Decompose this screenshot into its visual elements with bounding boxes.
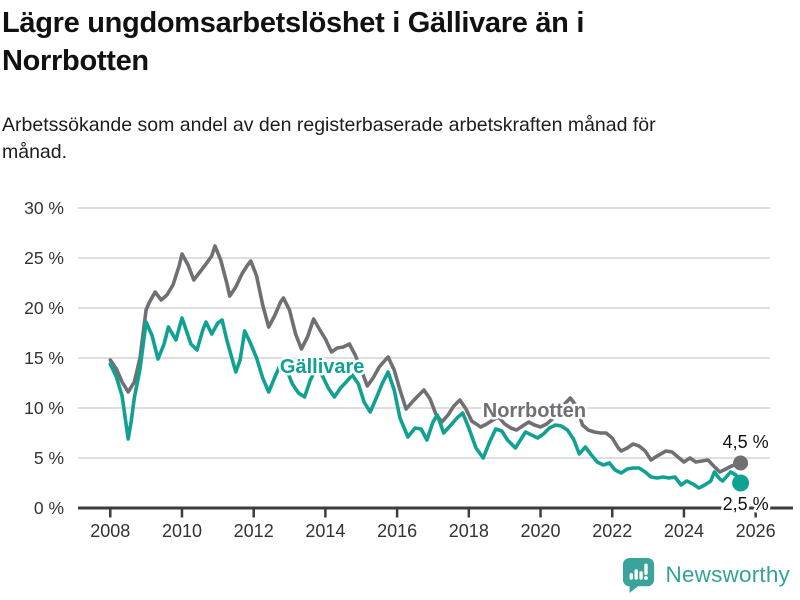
newsworthy-logo-icon	[623, 557, 655, 593]
series-label-norrbotten: Norrbotten	[483, 400, 586, 422]
x-tick-label-2018: 2018	[449, 521, 489, 541]
y-tick-label-30: 30 %	[24, 198, 64, 218]
y-tick-label-20: 20 %	[24, 298, 64, 318]
x-tick-label-2012: 2012	[234, 521, 274, 541]
series-line-norrbotten	[108, 244, 743, 474]
x-tick-label-2008: 2008	[90, 521, 130, 541]
x-tick-label-2020: 2020	[521, 521, 561, 541]
end-value-label-norrbotten: 4,5 %	[723, 432, 769, 452]
y-tick-label-5: 5 %	[34, 448, 64, 468]
page-subtitle: Arbetssökande som andel av den registerb…	[2, 114, 656, 163]
series-line-gällivare	[108, 316, 743, 490]
x-tick-label-2026: 2026	[736, 521, 776, 541]
end-dot-gällivare	[732, 474, 750, 492]
x-tick-label-2024: 2024	[664, 521, 704, 541]
y-tick-label-15: 15 %	[24, 348, 64, 368]
y-tick-label-10: 10 %	[24, 398, 64, 418]
x-tick-label-2010: 2010	[162, 521, 202, 541]
y-tick-label-25: 25 %	[24, 248, 64, 268]
series-label-gällivare: Gällivare	[280, 356, 365, 378]
x-tick-label-2022: 2022	[592, 521, 632, 541]
y-tick-label-0: 0 %	[34, 498, 64, 518]
page-title: Lägre ungdomsarbetslöshet i Gällivare än…	[2, 7, 585, 78]
brand-name: Newsworthy	[665, 561, 790, 587]
end-value-label-gällivare: 2,5 %	[723, 494, 769, 514]
end-dot-norrbotten	[733, 455, 749, 471]
logo-bar-chart-glyph	[630, 563, 649, 580]
x-tick-label-2014: 2014	[305, 521, 345, 541]
x-tick-label-2016: 2016	[377, 521, 417, 541]
brand-footer: Newsworthy	[622, 556, 790, 593]
logo-bubble	[623, 557, 655, 593]
